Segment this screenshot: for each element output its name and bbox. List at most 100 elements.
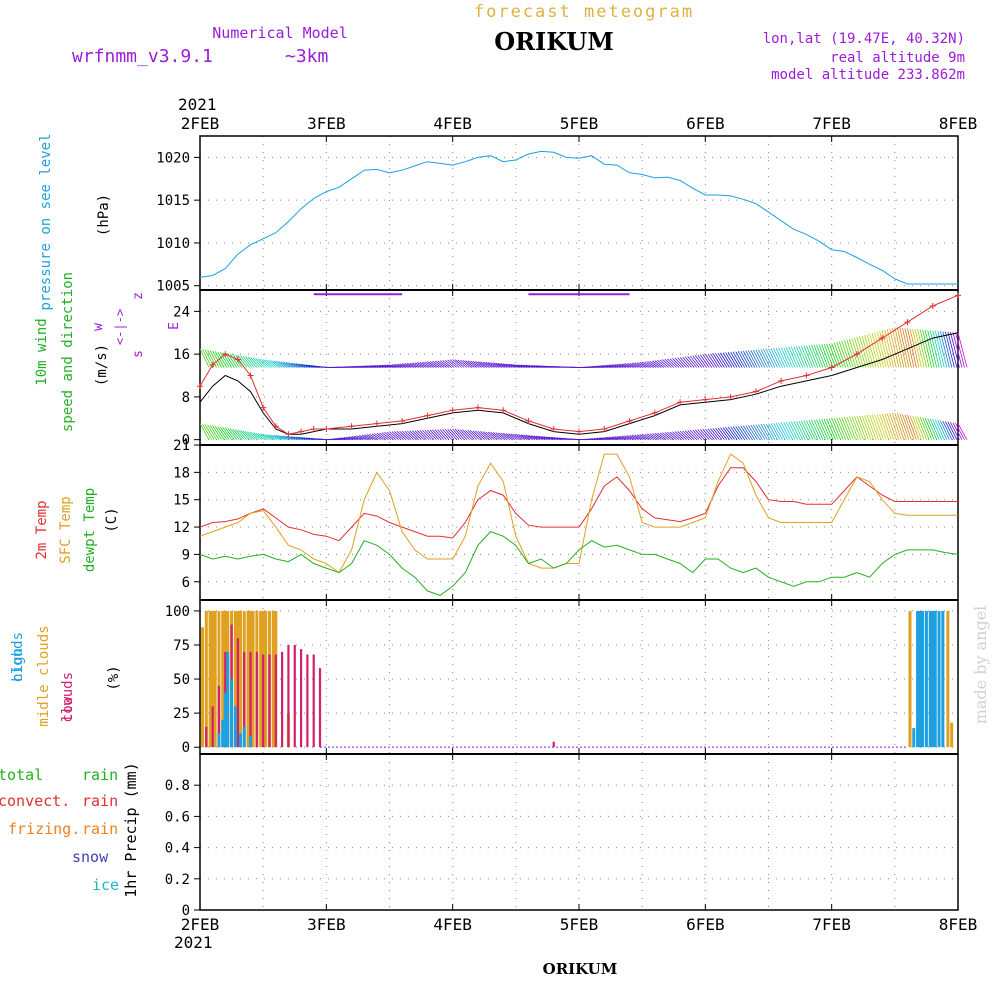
wind-barb-upper [639, 362, 649, 368]
wind-barb-upper [472, 360, 483, 368]
wind-barb-upper [359, 365, 369, 368]
wind-barb-upper [952, 332, 963, 368]
wind-barb-lower [492, 432, 503, 440]
wind-barb-upper [902, 327, 912, 368]
wind-barb-lower [904, 414, 915, 440]
wind-barb-lower [763, 423, 773, 440]
precip-legend-frizing: frizing. [8, 820, 80, 838]
wind-barb-upper [816, 344, 826, 368]
temp-axis-unit: (C) [104, 507, 120, 532]
cloud-bar [306, 654, 309, 748]
y-tick-label: 75 [173, 638, 190, 654]
cloud-bar [264, 610, 268, 748]
wind-barb-upper [422, 361, 432, 368]
wind-barb-lower [747, 425, 758, 440]
wind-barb-lower [876, 414, 887, 440]
wind-barb-lower [217, 426, 228, 440]
wind-barb-upper [669, 358, 680, 368]
cloud-bar [941, 610, 945, 748]
wind-barb-upper [490, 362, 500, 368]
y-tick-label: 0.8 [165, 778, 190, 794]
wind-barb-upper [525, 364, 536, 368]
bottom-date-tick-label: 3FEB [307, 915, 346, 934]
wind-barb-upper [649, 360, 659, 368]
wind-barb-upper [813, 344, 824, 368]
wind-barb-upper [687, 356, 697, 368]
wind-barb-lower [262, 433, 273, 440]
wind-barb-upper [518, 364, 528, 368]
wind-barb-upper [942, 331, 953, 368]
wind-barb-lower [674, 431, 685, 440]
wind-barb-lower [283, 435, 293, 441]
wind-barb-upper [707, 353, 718, 368]
wind-barb-lower [611, 436, 621, 441]
wind-barb-lower [859, 415, 869, 440]
top-date-tick-label: 7FEB [812, 114, 851, 133]
wind-barb-lower [490, 431, 500, 440]
y-tick-label: 0.6 [165, 809, 190, 825]
wind-barb-lower [697, 429, 708, 440]
cloud-bar [552, 741, 555, 748]
wind-barb-upper [371, 365, 381, 368]
wind-gust-marker [272, 423, 279, 430]
precip-legend-total-rain: rain [82, 766, 118, 784]
bottom-date-tick-label: 6FEB [686, 915, 725, 934]
wind-barb-lower [667, 431, 677, 440]
cloud-bar [928, 610, 932, 748]
wind-barb-lower [924, 417, 935, 440]
wind-barb-upper [775, 347, 786, 368]
wind-barb-lower [505, 433, 515, 440]
wind-barb-upper [482, 361, 493, 368]
cloud-bar [213, 610, 217, 748]
wind-barb-upper [459, 359, 470, 368]
wind-barb-upper [826, 343, 836, 368]
wind-barb-lower [636, 434, 647, 441]
wind-barb-upper [912, 328, 922, 368]
wind-barb-lower [780, 422, 791, 440]
wind-barb-lower [214, 425, 225, 440]
wind-barb-upper [725, 352, 735, 368]
wind-barb-lower [417, 430, 427, 440]
wind-barb-lower [929, 418, 940, 440]
wind-gust-marker [474, 404, 481, 411]
wind-barb-lower [444, 429, 455, 440]
wind-barb-lower [449, 428, 460, 440]
wind-barb-upper [720, 352, 730, 368]
wind-barb-upper [467, 360, 478, 368]
wind-barb-upper [477, 361, 488, 368]
wind-barb-lower [641, 433, 652, 440]
cloud-bar [268, 654, 271, 748]
wind-barb-upper [229, 353, 240, 368]
wind-barb-lower [472, 430, 483, 440]
wind-barb-lower [884, 413, 895, 440]
wind-barb-upper [480, 361, 490, 368]
wind-barb-lower [245, 431, 255, 440]
wind-barb-lower [457, 429, 468, 440]
wind-barb-upper [462, 360, 473, 368]
wind-barb-lower [742, 425, 753, 440]
wind-barb-lower [497, 432, 508, 440]
wind-barb-upper [209, 350, 220, 368]
wind-barb-lower [389, 431, 399, 440]
wind-barb-lower [285, 435, 296, 441]
wind-barb-upper [364, 365, 374, 368]
wind-barb-lower [386, 431, 397, 440]
model-altitude-label: model altitude 233.862m [771, 67, 965, 83]
cloud-low-label-2: clouds [60, 672, 76, 723]
cloud-bar [908, 610, 912, 748]
wind-barb-lower [955, 423, 965, 440]
wind-barb-upper [823, 343, 834, 368]
temp-dewpt-line [199, 531, 959, 596]
wind-barb-lower [934, 419, 945, 440]
wind-barb-lower [657, 432, 667, 440]
y-tick-label: 0 [182, 433, 190, 449]
wind-barb-upper [485, 361, 495, 368]
wind-barb-upper [283, 361, 293, 368]
wind-barb-upper [667, 358, 677, 368]
wind-barb-upper [614, 364, 624, 368]
wind-barb-lower [204, 424, 215, 440]
wind-barb-lower [624, 435, 634, 441]
wind-barb-upper [689, 355, 700, 368]
wind-barb-upper [773, 348, 783, 368]
wind-barb-lower [846, 416, 857, 440]
